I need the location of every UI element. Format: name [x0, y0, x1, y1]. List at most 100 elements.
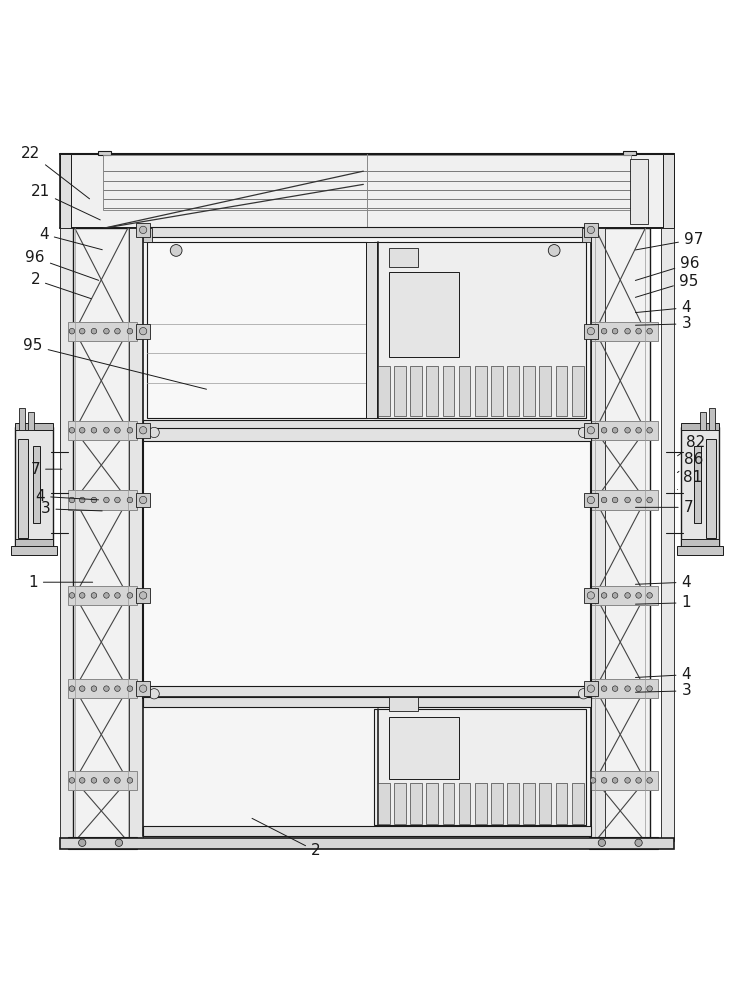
Bar [61, 383, 68, 393]
Bar [61, 489, 68, 500]
Bar [459, 783, 470, 824]
Text: 96: 96 [26, 250, 98, 280]
Bar [61, 761, 68, 771]
Circle shape [69, 593, 75, 598]
Bar [61, 808, 68, 818]
Circle shape [590, 686, 596, 691]
Circle shape [612, 686, 618, 691]
Bar [378, 783, 390, 824]
Bar [666, 466, 673, 476]
Bar [389, 697, 418, 711]
Bar [666, 666, 673, 676]
Circle shape [601, 686, 607, 691]
Circle shape [103, 778, 109, 783]
Bar [491, 366, 503, 416]
Circle shape [139, 496, 147, 504]
Bar [666, 348, 673, 358]
Circle shape [625, 778, 631, 783]
Circle shape [578, 689, 589, 699]
Bar [677, 546, 723, 555]
Bar [666, 607, 673, 617]
Circle shape [590, 427, 596, 433]
Circle shape [115, 839, 123, 846]
Bar [61, 454, 68, 464]
Bar [68, 490, 137, 510]
Bar [143, 428, 591, 441]
Bar [572, 783, 584, 824]
Bar [28, 412, 34, 430]
Circle shape [612, 328, 618, 334]
Bar [61, 230, 68, 240]
Bar [589, 421, 658, 440]
Bar [61, 619, 68, 629]
Circle shape [69, 497, 75, 503]
Bar [556, 366, 567, 416]
Bar [589, 837, 658, 849]
Bar [61, 725, 68, 735]
Bar [589, 586, 658, 605]
Text: 81: 81 [677, 470, 702, 489]
Bar [584, 493, 598, 507]
Text: 86: 86 [677, 452, 703, 473]
Bar [61, 548, 68, 558]
Bar [666, 749, 673, 759]
Circle shape [103, 593, 109, 598]
Bar [143, 686, 591, 700]
Bar [666, 277, 673, 287]
Circle shape [590, 778, 596, 783]
Circle shape [587, 427, 595, 434]
Circle shape [127, 593, 133, 598]
Bar [666, 761, 673, 771]
Circle shape [115, 778, 120, 783]
Bar [706, 439, 716, 538]
Bar [61, 289, 68, 299]
Bar [584, 588, 598, 603]
Bar [61, 560, 68, 570]
Bar [136, 588, 150, 603]
Bar [666, 513, 673, 523]
Bar [61, 242, 68, 252]
Circle shape [127, 497, 133, 503]
Bar [68, 586, 137, 605]
Circle shape [91, 427, 97, 433]
Circle shape [139, 226, 147, 234]
Bar [394, 366, 406, 416]
Bar [584, 324, 598, 339]
Bar [61, 324, 68, 334]
Bar [143, 697, 591, 707]
Text: 82: 82 [677, 435, 705, 456]
Bar [666, 336, 673, 346]
Bar [61, 478, 68, 488]
Bar [666, 725, 673, 735]
Bar [61, 702, 68, 712]
Bar [143, 228, 591, 430]
Bar [136, 223, 150, 237]
Bar [103, 155, 631, 210]
Bar [709, 408, 715, 430]
Bar [366, 242, 377, 418]
Bar [61, 737, 68, 747]
Bar [15, 423, 53, 430]
Circle shape [625, 497, 631, 503]
Circle shape [601, 328, 607, 334]
Text: 95: 95 [636, 274, 698, 297]
Bar [73, 228, 132, 841]
Bar [61, 678, 68, 688]
Bar [666, 301, 673, 311]
Circle shape [79, 839, 86, 846]
Bar [68, 771, 137, 790]
Text: 4: 4 [35, 489, 98, 504]
Bar [666, 713, 673, 723]
Bar [666, 525, 673, 535]
Bar [143, 826, 591, 836]
Text: 3: 3 [40, 501, 102, 516]
Text: 22: 22 [21, 146, 90, 199]
Bar [15, 539, 53, 550]
Circle shape [103, 427, 109, 433]
Circle shape [115, 593, 120, 598]
Bar [61, 596, 68, 606]
Bar [666, 501, 673, 511]
Bar [61, 631, 68, 641]
Bar [61, 407, 68, 417]
Circle shape [612, 497, 618, 503]
